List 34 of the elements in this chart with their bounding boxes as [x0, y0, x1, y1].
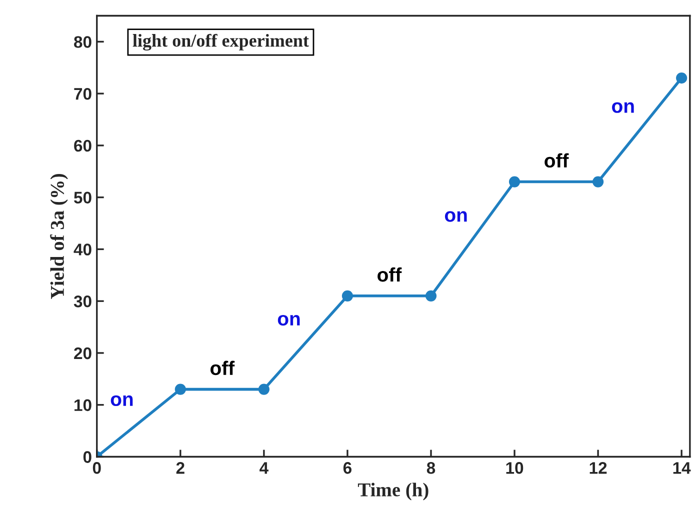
point	[425, 290, 437, 302]
annotation: off	[210, 360, 235, 376]
y-tick-label: 50	[74, 192, 92, 204]
x-tick-label: 6	[343, 462, 352, 474]
annotation: on	[110, 395, 133, 406]
point	[508, 176, 520, 188]
annotation: on	[278, 314, 300, 326]
annotation: off	[544, 153, 569, 168]
x-tick-label: 0	[92, 462, 101, 474]
y-tick-label: 70	[74, 88, 92, 100]
point	[258, 384, 270, 395]
annotation: off	[378, 267, 402, 282]
point	[676, 72, 688, 84]
y-tick-label: 20	[74, 347, 92, 360]
point	[342, 290, 354, 302]
y-tick-label: 30	[74, 296, 92, 308]
x-tick-label: 10	[506, 462, 524, 474]
x-tick-label: 4	[260, 462, 268, 474]
x-tick-label: 14	[673, 462, 691, 474]
y-tick-label: 40	[74, 244, 92, 256]
point	[174, 384, 186, 395]
y-tick-label: 0	[83, 451, 92, 463]
annotation: on	[612, 102, 634, 113]
point	[592, 176, 604, 188]
y-tick-label: 10	[74, 399, 92, 412]
y-tick-label: 60	[74, 140, 92, 152]
y-tick-label: 80	[74, 36, 92, 48]
annotation: light on/off experiment	[132, 34, 309, 51]
x-tick-label: 2	[176, 462, 184, 474]
x-tick-label: 8	[426, 462, 436, 474]
x-axis-title: Time (h)	[358, 482, 428, 500]
x-tick-label: 12	[590, 462, 607, 474]
y-axis-title: Yield of 3a (%)	[50, 174, 68, 299]
annotation: on	[444, 211, 467, 222]
